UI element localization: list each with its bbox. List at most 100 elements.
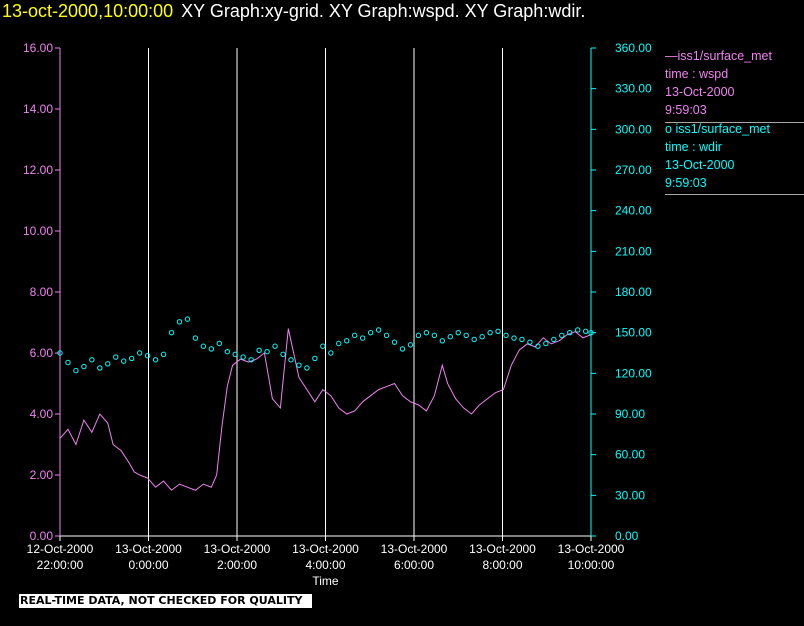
series-wdir-point — [336, 340, 342, 347]
y-right-tick-label-3: 90.00 — [615, 407, 645, 421]
series-wdir-point — [479, 334, 485, 340]
legend-wspd: —iss1/surface_met time : wspd 13-Oct-200… — [665, 47, 804, 123]
y-right-tick-label-10: 300.00 — [615, 122, 652, 136]
y-right-tick-label-6: 180.00 — [615, 285, 652, 299]
y-right-tick-label-12: 360.00 — [615, 41, 652, 55]
legend-wdir-name: iss1/surface_met — [675, 122, 770, 136]
series-wdir-point — [113, 354, 119, 360]
series-wdir-point — [344, 338, 350, 344]
series-wdir-point — [455, 329, 461, 336]
series-wdir-point — [73, 367, 79, 374]
series-wdir-point — [81, 363, 87, 370]
y-left-tick-label-2: 4.00 — [30, 407, 54, 421]
series-wdir-point — [256, 347, 262, 353]
series-wdir-point — [65, 359, 71, 366]
y-right-tick-label-5: 150.00 — [615, 326, 652, 340]
series-wdir-point — [136, 350, 143, 356]
y-right-tick-label-2: 60.00 — [615, 448, 645, 462]
series-wdir-point — [152, 357, 159, 363]
series-wdir-point — [383, 332, 390, 339]
y-left-tick-label-3: 6.00 — [30, 346, 54, 360]
series-wdir-point — [543, 340, 549, 347]
series-wdir-point — [105, 361, 111, 367]
series-wdir-point — [471, 336, 477, 343]
x-tick-time-1: 0:00:00 — [128, 558, 168, 572]
series-wdir-point — [216, 340, 223, 347]
series-wdir-point — [588, 329, 594, 336]
y-right-tick-label-0: 0.00 — [615, 529, 639, 543]
legend-wspd-name: iss1/surface_met — [677, 49, 772, 63]
y-right-tick-label-9: 270.00 — [615, 163, 652, 177]
series-wdir-point — [232, 351, 238, 358]
legend-wdir: o iss1/surface_met time : wdir 13-Oct-20… — [665, 120, 804, 195]
x-tick-time-4: 6:00:00 — [394, 558, 434, 572]
series-wdir-point — [320, 343, 326, 349]
series-wdir-point — [176, 319, 183, 325]
series-wdir-point — [304, 365, 310, 371]
x-tick-date-1: 13-Oct-2000 — [115, 542, 182, 556]
y-right-tick-label-8: 240.00 — [615, 204, 652, 218]
series-wdir-point — [407, 342, 414, 348]
series-wdir-point — [399, 346, 406, 352]
series-wdir-point — [264, 348, 270, 355]
x-tick-date-0: 12-Oct-2000 — [27, 542, 94, 556]
series-wdir-point — [296, 362, 302, 368]
series-wspd-line — [59, 328, 592, 491]
series-wdir-point — [248, 357, 254, 363]
legend-wspd-time: 9:59:03 — [665, 103, 707, 117]
series-wdir-point — [280, 351, 286, 358]
series-wdir-point — [57, 350, 63, 356]
series-wdir-point — [463, 332, 469, 339]
y-right-tick-label-11: 330.00 — [615, 82, 652, 96]
series-wdir-point — [352, 332, 358, 339]
series-wdir-point — [240, 354, 246, 360]
x-tick-time-5: 8:00:00 — [482, 558, 522, 572]
series-wdir-point — [423, 329, 430, 336]
x-tick-time-2: 2:00:00 — [217, 558, 257, 572]
series-wdir-point — [503, 332, 509, 339]
legend-wdir-var: time : wdir — [665, 140, 722, 154]
series-wdir-point — [375, 327, 382, 333]
legend-wdir-marker: o — [665, 122, 672, 136]
series-wdir-point — [575, 327, 581, 333]
series-wdir-point — [144, 353, 151, 359]
y-right-tick-label-1: 30.00 — [615, 488, 645, 502]
series-wdir-point — [535, 343, 541, 349]
series-wdir-point — [391, 339, 398, 345]
series-wdir-point — [527, 339, 533, 345]
x-tick-time-3: 4:00:00 — [305, 558, 345, 572]
series-wdir-point — [128, 355, 135, 362]
series-wdir-point — [121, 358, 127, 364]
x-tick-time-6: 10:00:00 — [568, 558, 615, 572]
x-tick-date-2: 13-Oct-2000 — [204, 542, 271, 556]
series-wdir-point — [288, 357, 294, 363]
series-wdir-point — [272, 343, 278, 349]
series-wdir-point — [192, 335, 199, 341]
series-wdir-point — [559, 332, 565, 339]
series-wdir-point — [168, 329, 175, 336]
title-timestamp: 13-oct-2000,10:00:00 — [2, 1, 174, 21]
title-graph-list: XY Graph:xy-grid. XY Graph:wspd. XY Grap… — [181, 1, 586, 21]
series-wdir-point — [431, 332, 438, 339]
x-tick-date-5: 13-Oct-2000 — [469, 542, 536, 556]
series-wdir-point — [447, 334, 453, 340]
y-right-tick-label-4: 120.00 — [615, 366, 652, 380]
legend-wdir-date: 13-Oct-2000 — [665, 158, 735, 172]
series-wdir-point — [312, 355, 318, 362]
x-tick-date-3: 13-Oct-2000 — [292, 542, 359, 556]
window-title: 13-oct-2000,10:00:00 XY Graph:xy-grid. XY… — [2, 1, 585, 25]
series-wdir-point — [208, 346, 215, 352]
legend-wspd-date: 13-Oct-2000 — [665, 85, 735, 99]
legend-wspd-var: time : wspd — [665, 67, 729, 81]
series-wdir-point — [487, 329, 493, 336]
y-left-tick-label-7: 14.00 — [23, 102, 53, 116]
series-wdir-point — [551, 336, 557, 343]
x-tick-date-4: 13-Oct-2000 — [381, 542, 448, 556]
series-wdir-point — [359, 335, 366, 341]
series-wdir-point — [567, 329, 573, 336]
y-left-tick-label-8: 16.00 — [23, 41, 53, 55]
y-left-tick-label-6: 12.00 — [23, 163, 53, 177]
x-tick-time-0: 22:00:00 — [37, 558, 84, 572]
y-left-tick-label-1: 2.00 — [30, 468, 54, 482]
series-wdir-point — [495, 328, 501, 335]
